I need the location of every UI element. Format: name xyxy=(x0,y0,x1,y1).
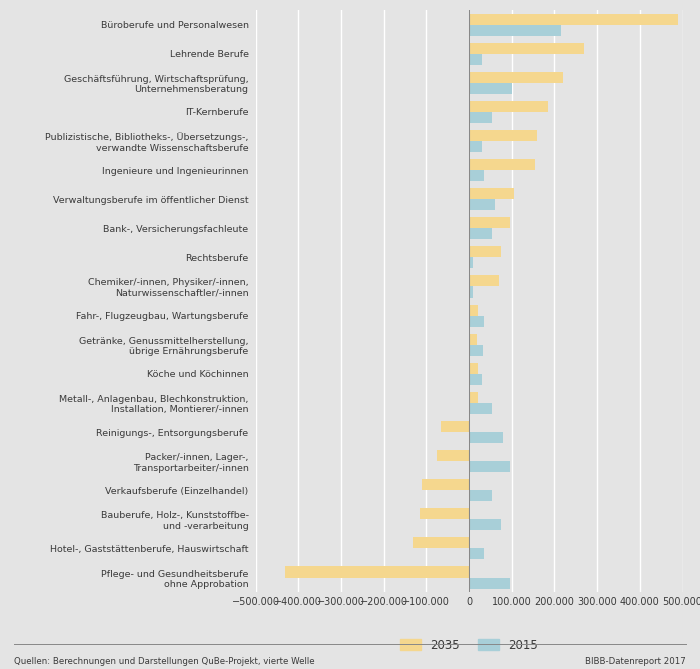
Bar xyxy=(469,188,514,199)
Bar xyxy=(469,130,538,141)
Bar xyxy=(469,13,678,25)
Bar xyxy=(469,25,561,35)
Bar xyxy=(420,508,469,519)
Bar xyxy=(469,490,493,501)
Legend: 2035, 2015: 2035, 2015 xyxy=(400,639,538,652)
Bar xyxy=(469,363,478,374)
Bar xyxy=(469,345,483,356)
Bar xyxy=(469,403,493,414)
Bar xyxy=(469,228,493,240)
Bar xyxy=(414,537,469,549)
Bar xyxy=(469,246,501,258)
Bar xyxy=(469,304,477,316)
Bar xyxy=(437,450,469,461)
Bar xyxy=(469,276,499,286)
Bar xyxy=(469,392,477,403)
Text: Quellen: Berechnungen und Darstellungen QuBe-Projekt, vierte Welle: Quellen: Berechnungen und Darstellungen … xyxy=(14,657,314,666)
Bar xyxy=(469,101,548,112)
Bar xyxy=(469,72,563,83)
Bar xyxy=(469,316,484,326)
Bar xyxy=(469,199,495,210)
Bar xyxy=(469,43,584,54)
Bar xyxy=(469,217,510,228)
Text: BIBB-Datenreport 2017: BIBB-Datenreport 2017 xyxy=(585,657,686,666)
Bar xyxy=(286,567,469,577)
Bar xyxy=(469,374,482,385)
Bar xyxy=(469,54,482,65)
Bar xyxy=(422,479,469,490)
Bar xyxy=(469,170,484,181)
Bar xyxy=(469,549,484,559)
Bar xyxy=(441,421,469,432)
Bar xyxy=(469,577,510,589)
Bar xyxy=(469,141,482,152)
Bar xyxy=(469,286,473,298)
Bar xyxy=(469,519,501,531)
Bar xyxy=(469,258,473,268)
Bar xyxy=(469,461,510,472)
Bar xyxy=(469,159,536,170)
Bar xyxy=(469,112,493,123)
Bar xyxy=(469,432,503,443)
Bar xyxy=(469,83,512,94)
Bar xyxy=(469,334,477,345)
